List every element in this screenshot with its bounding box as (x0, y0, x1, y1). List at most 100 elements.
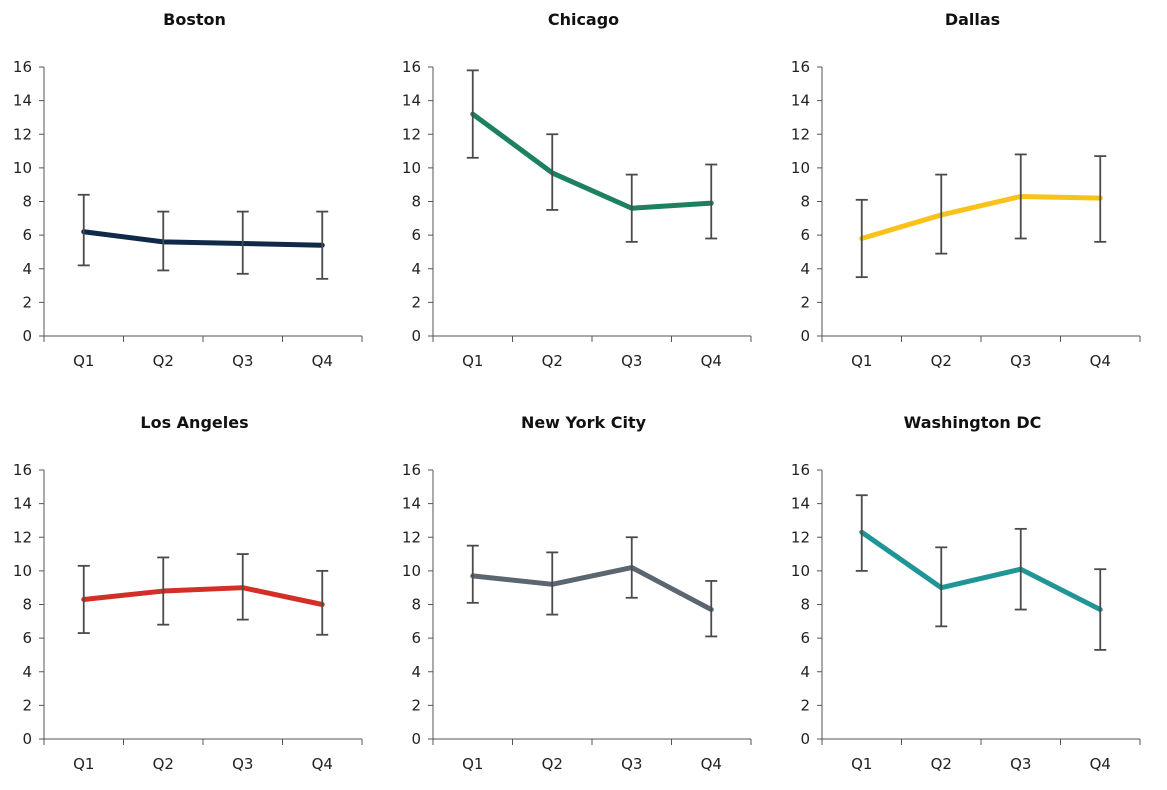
x-tick-label: Q1 (851, 755, 872, 773)
y-tick-label: 10 (791, 562, 810, 580)
y-tick-label: 2 (411, 696, 421, 714)
x-tick-label: Q3 (1010, 352, 1031, 370)
x-tick-label: Q4 (701, 352, 722, 370)
y-tick-label: 14 (13, 92, 32, 110)
chart-panel: Dallas 0 2 4 6 8 10 12 14 16 Q1 Q2 Q3 Q4 (778, 0, 1167, 387)
series-line (470, 565, 714, 613)
y-tick-label: 2 (22, 293, 32, 311)
y-tick-label: 0 (22, 327, 32, 345)
y-tick-label: 6 (411, 629, 421, 647)
y-tick-label: 12 (402, 528, 421, 546)
chart-panel: Los Angeles 0 2 4 6 8 10 12 14 16 Q1 Q2 Q3 Q4 (0, 403, 389, 790)
x-tick-label: Q3 (621, 352, 642, 370)
y-tick-label: 2 (22, 696, 32, 714)
y-tick-label: 12 (402, 125, 421, 143)
y-tick-label: 4 (800, 260, 810, 278)
x-tick-label: Q4 (312, 352, 333, 370)
y-tick-label: 16 (13, 461, 32, 479)
chart-title: Washington DC (903, 413, 1042, 432)
y-tick-label: 16 (791, 58, 810, 76)
chart-panel: New York City 0 2 4 6 8 10 12 14 16 Q1 Q2 Q3 Q4 (389, 403, 778, 790)
y-tick-label: 8 (411, 596, 421, 614)
series-line (859, 193, 1103, 241)
line-chart-plot: 0 2 4 6 8 10 12 14 16 Q1 Q2 Q3 Q4 (791, 58, 1141, 370)
x-tick-label: Q4 (1090, 352, 1111, 370)
y-tick-label: 0 (800, 730, 810, 748)
x-tick-label: Q3 (232, 352, 253, 370)
y-tick-label: 6 (22, 629, 32, 647)
y-tick-label: 10 (791, 159, 810, 177)
y-tick-label: 10 (402, 562, 421, 580)
chart-panel: Washington DC 0 2 4 6 8 10 12 14 16 Q1 Q2 Q3 Q4 (778, 403, 1167, 790)
y-tick-label: 12 (13, 528, 32, 546)
y-tick-label: 0 (411, 730, 421, 748)
line-chart-plot: 0 2 4 6 8 10 12 14 16 Q1 Q2 Q3 Q4 (402, 461, 752, 773)
line-chart-plot: 0 2 4 6 8 10 12 14 16 Q1 Q2 Q3 Q4 (13, 58, 363, 370)
y-tick-label: 4 (411, 663, 421, 681)
line-chart-plot: 0 2 4 6 8 10 12 14 16 Q1 Q2 Q3 Q4 (13, 461, 363, 773)
y-tick-label: 16 (791, 461, 810, 479)
x-tick-label: Q4 (701, 755, 722, 773)
y-tick-label: 8 (800, 193, 810, 211)
y-tick-label: 6 (800, 629, 810, 647)
x-tick-label: Q3 (232, 755, 253, 773)
chart-title: Dallas (944, 10, 1001, 29)
y-tick-label: 8 (22, 193, 32, 211)
x-tick-label: Q4 (312, 755, 333, 773)
y-tick-label: 14 (402, 495, 421, 513)
y-tick-label: 8 (22, 596, 32, 614)
y-tick-label: 2 (411, 293, 421, 311)
y-tick-label: 12 (791, 528, 810, 546)
x-tick-label: Q4 (1090, 755, 1111, 773)
x-tick-label: Q1 (851, 352, 872, 370)
y-tick-label: 8 (411, 193, 421, 211)
y-tick-label: 16 (402, 58, 421, 76)
y-tick-label: 2 (800, 696, 810, 714)
y-tick-label: 8 (800, 596, 810, 614)
small-multiples-grid: Boston 0 2 4 6 8 10 12 14 16 Q1 Q2 Q3 Q4 Chicago 0 2 4 6 8 1… (0, 0, 1167, 773)
y-tick-label: 12 (13, 125, 32, 143)
y-tick-label: 6 (800, 226, 810, 244)
y-tick-label: 6 (411, 226, 421, 244)
chart-title: Los Angeles (140, 413, 249, 432)
y-tick-label: 4 (22, 663, 32, 681)
y-tick-label: 12 (791, 125, 810, 143)
x-tick-label: Q2 (153, 352, 174, 370)
y-tick-label: 14 (791, 495, 810, 513)
y-tick-label: 0 (22, 730, 32, 748)
y-tick-label: 14 (13, 495, 32, 513)
series-line (859, 529, 1103, 613)
series-line (470, 111, 714, 211)
y-tick-label: 6 (22, 226, 32, 244)
series-line (81, 585, 325, 607)
y-tick-label: 2 (800, 293, 810, 311)
y-tick-label: 14 (791, 92, 810, 110)
y-tick-label: 16 (13, 58, 32, 76)
y-tick-label: 14 (402, 92, 421, 110)
line-chart-plot: 0 2 4 6 8 10 12 14 16 Q1 Q2 Q3 Q4 (402, 58, 752, 370)
x-tick-label: Q2 (542, 352, 563, 370)
chart-title: New York City (520, 413, 647, 432)
y-tick-label: 4 (411, 260, 421, 278)
y-tick-label: 16 (402, 461, 421, 479)
line-chart-plot: 0 2 4 6 8 10 12 14 16 Q1 Q2 Q3 Q4 (791, 461, 1141, 773)
x-tick-label: Q1 (462, 755, 483, 773)
y-tick-label: 0 (800, 327, 810, 345)
chart-title: Boston (163, 10, 226, 29)
chart-panel: Boston 0 2 4 6 8 10 12 14 16 Q1 Q2 Q3 Q4 (0, 0, 389, 387)
x-tick-label: Q1 (462, 352, 483, 370)
y-tick-label: 10 (402, 159, 421, 177)
chart-panel: Chicago 0 2 4 6 8 10 12 14 16 Q1 Q2 Q3 Q4 (389, 0, 778, 387)
x-tick-label: Q2 (931, 352, 952, 370)
series-line (81, 229, 325, 248)
y-tick-label: 4 (800, 663, 810, 681)
y-tick-label: 10 (13, 159, 32, 177)
y-tick-label: 4 (22, 260, 32, 278)
y-tick-label: 0 (411, 327, 421, 345)
x-tick-label: Q2 (931, 755, 952, 773)
x-tick-label: Q1 (73, 755, 94, 773)
x-tick-label: Q1 (73, 352, 94, 370)
y-tick-label: 10 (13, 562, 32, 580)
x-tick-label: Q3 (1010, 755, 1031, 773)
x-tick-label: Q2 (153, 755, 174, 773)
